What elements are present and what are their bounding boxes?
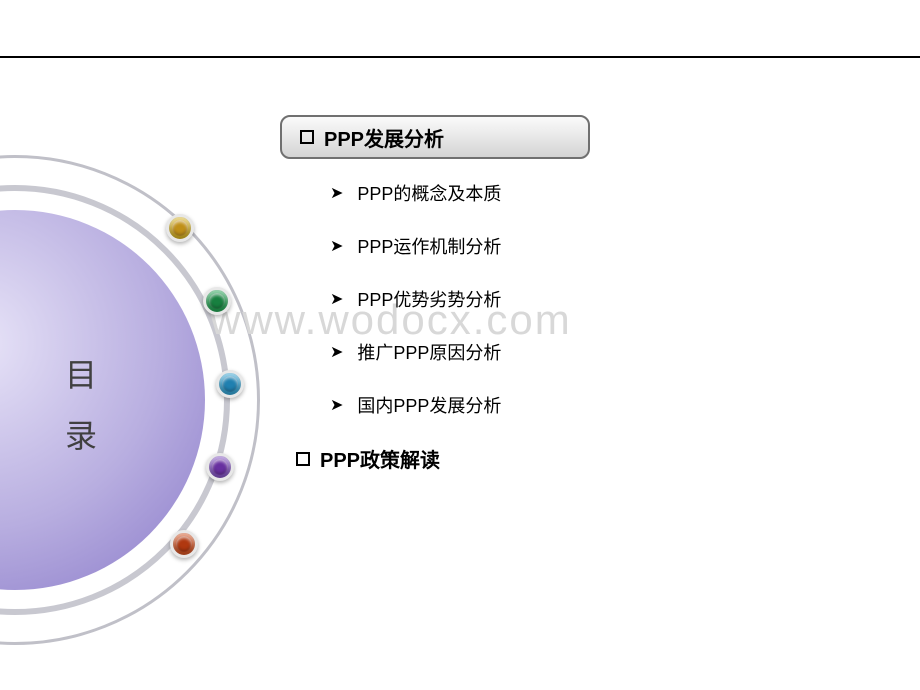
chevron-right-icon: ➤: [330, 289, 343, 309]
arc-node-1: [166, 214, 194, 242]
square-bullet-icon: [300, 130, 314, 144]
title-char-2: 录: [65, 406, 97, 467]
list-item: ➤ PPP的概念及本质: [330, 180, 501, 206]
title-char-1: 目: [65, 345, 97, 406]
toc-list: ➤ PPP的概念及本质 ➤ PPP运作机制分析 ➤ PPP优势劣势分析 ➤ 推广…: [330, 180, 501, 445]
list-item: ➤ PPP优势劣势分析: [330, 286, 501, 312]
arc-node-2: [203, 287, 231, 315]
arc-node-inner: [212, 459, 228, 475]
arc-node-4: [206, 453, 234, 481]
arc-node-3: [216, 370, 244, 398]
list-item: ➤ 推广PPP原因分析: [330, 339, 501, 365]
arc-node-inner: [209, 293, 225, 309]
section2-header: PPP政策解读: [296, 444, 440, 473]
section-header-box: PPP发展分析: [280, 115, 590, 159]
list-item-label: PPP运作机制分析: [357, 233, 501, 259]
chevron-right-icon: ➤: [330, 236, 343, 256]
arc-node-5: [170, 530, 198, 558]
chevron-right-icon: ➤: [330, 395, 343, 415]
list-item-label: 国内PPP发展分析: [357, 392, 501, 418]
list-item-label: PPP的概念及本质: [357, 180, 501, 206]
section-header-text: PPP发展分析: [324, 123, 444, 152]
arc-node-inner: [222, 376, 238, 392]
square-bullet-icon: [296, 452, 310, 466]
list-item: ➤ 国内PPP发展分析: [330, 392, 501, 418]
chevron-right-icon: ➤: [330, 183, 343, 203]
list-item-label: PPP优势劣势分析: [357, 286, 501, 312]
arc-node-inner: [172, 220, 188, 236]
top-divider: [0, 56, 920, 58]
arc-node-inner: [176, 536, 192, 552]
list-item: ➤ PPP运作机制分析: [330, 233, 501, 259]
list-item-label: 推广PPP原因分析: [357, 339, 501, 365]
section2-text: PPP政策解读: [320, 444, 440, 473]
chevron-right-icon: ➤: [330, 342, 343, 362]
title-vertical: 目 录: [65, 345, 97, 467]
